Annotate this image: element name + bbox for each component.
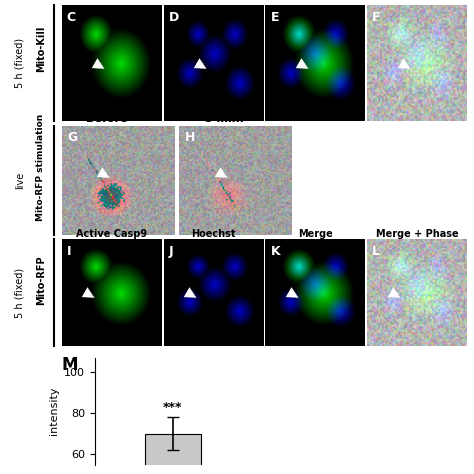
Text: I: I — [66, 245, 71, 258]
Text: Active Casp9: Active Casp9 — [76, 229, 147, 239]
Text: Mito-Kill: Mito-Kill — [36, 26, 46, 72]
Text: ▶: ▶ — [294, 55, 312, 74]
Text: 5 min.: 5 min. — [205, 114, 244, 124]
Text: ▶: ▶ — [284, 285, 302, 304]
Text: M: M — [62, 356, 78, 374]
Text: ▶: ▶ — [91, 55, 108, 74]
Text: Merge: Merge — [298, 229, 333, 239]
Text: K: K — [270, 245, 280, 258]
Text: Mito-RFP: Mito-RFP — [36, 255, 46, 305]
Text: Hoechst: Hoechst — [191, 229, 236, 239]
Text: 5 h (fixed): 5 h (fixed) — [15, 38, 25, 88]
Text: G: G — [67, 131, 77, 144]
Text: L: L — [373, 245, 380, 258]
Bar — [145, 434, 201, 474]
Text: ▶: ▶ — [192, 55, 210, 74]
Text: ▶: ▶ — [213, 165, 231, 184]
Y-axis label: intensity: intensity — [48, 387, 58, 436]
Text: ***: *** — [163, 401, 182, 414]
Text: ▶: ▶ — [95, 165, 113, 184]
Text: ▶: ▶ — [386, 285, 404, 304]
Text: J: J — [169, 245, 173, 258]
Text: ▶: ▶ — [396, 55, 414, 74]
Text: ▶: ▶ — [81, 285, 98, 304]
Text: F: F — [373, 10, 381, 24]
Text: Mito-RFP stimulation: Mito-RFP stimulation — [36, 113, 46, 221]
Text: Merge + Phase: Merge + Phase — [376, 229, 458, 239]
Text: 5 h (fixed): 5 h (fixed) — [15, 268, 25, 318]
Text: ▶: ▶ — [182, 285, 200, 304]
Text: H: H — [185, 131, 195, 144]
Text: E: E — [270, 10, 279, 24]
Text: live: live — [15, 172, 25, 189]
Text: C: C — [66, 10, 76, 24]
Text: Before: Before — [86, 114, 127, 124]
Text: D: D — [169, 10, 179, 24]
